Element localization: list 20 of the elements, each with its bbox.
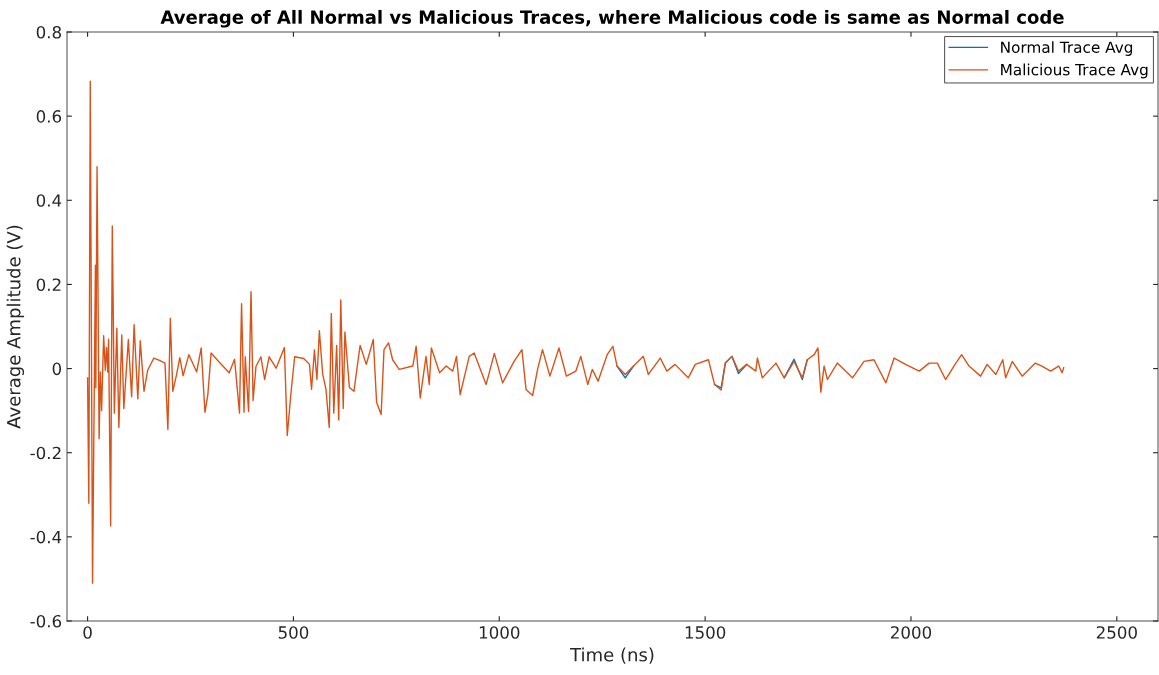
x-tick-label: 2000 <box>890 626 932 639</box>
x-tick-label: 500 <box>278 626 309 639</box>
y-tick-label: 0.4 <box>36 194 62 207</box>
y-tick-label: 0 <box>52 362 62 376</box>
legend-label: Normal Trace Avg <box>1001 41 1133 56</box>
y-tick-label: -0.2 <box>30 446 61 460</box>
x-tick-label: 0 <box>83 626 92 639</box>
y-tick-label: 0.6 <box>36 110 62 123</box>
y-tick-label: -0.6 <box>30 614 62 628</box>
y-tick-label: 0.2 <box>36 278 61 291</box>
y-tick-label: 0.8 <box>36 25 61 39</box>
chart-title: Average of All Normal vs Malicious Traces, where Malicious code is same as Normal code <box>160 9 1064 28</box>
x-tick-label: 2500 <box>1096 626 1137 639</box>
y-tick-label: -0.4 <box>30 530 62 544</box>
x-tick-label: 1500 <box>685 626 726 639</box>
line-series <box>86 80 1065 584</box>
y-axis-title: Average Amplitude (V) <box>6 225 25 429</box>
legend-label: Malicious Trace Avg <box>1001 63 1148 79</box>
x-axis-title: Time (ns) <box>570 647 654 664</box>
x-tick-label: 1000 <box>479 626 520 639</box>
